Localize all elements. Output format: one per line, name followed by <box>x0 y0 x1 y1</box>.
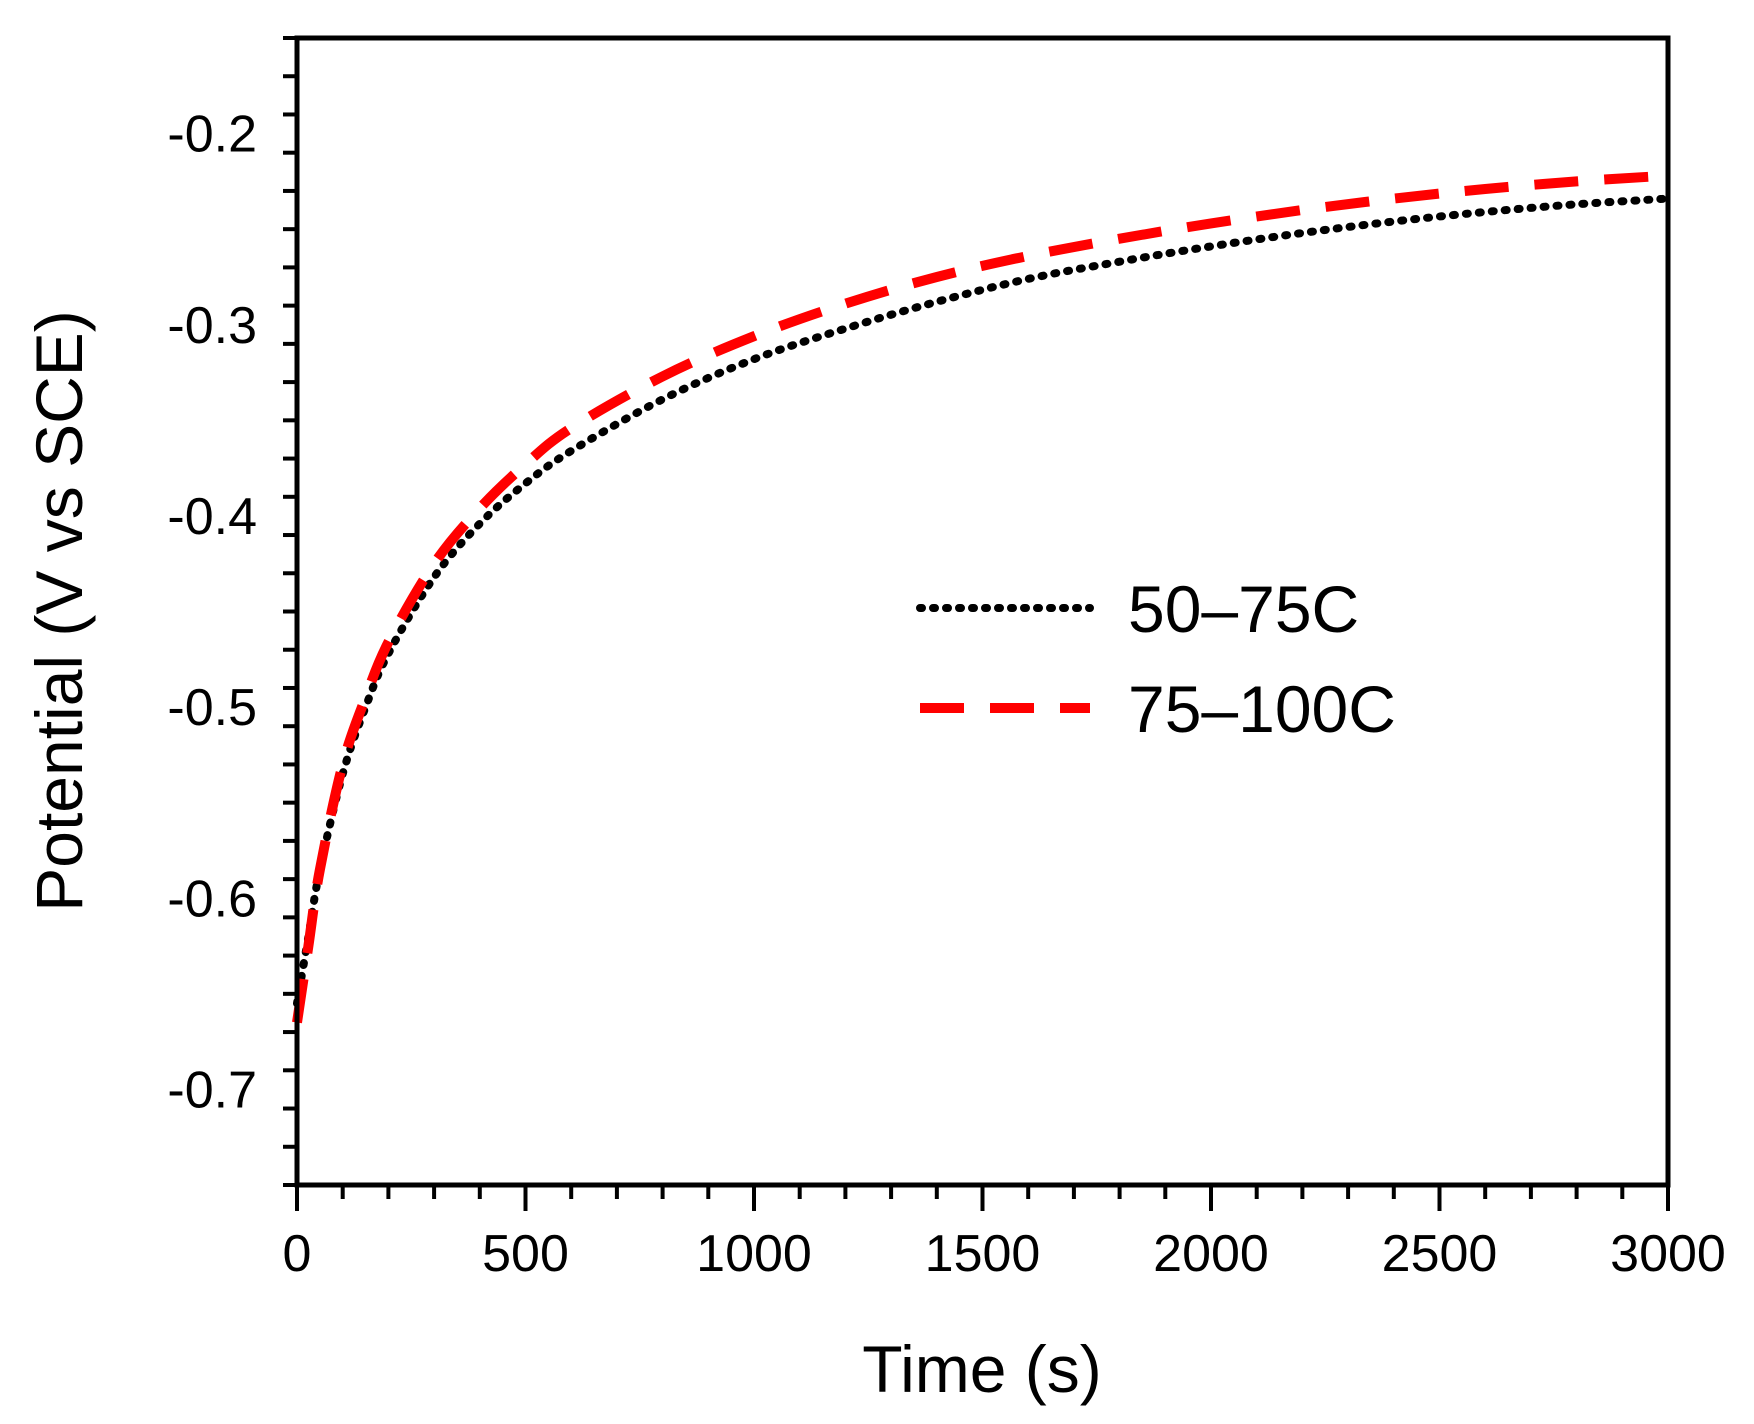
tick-labels-layer: 0 500 1000 1500 2000 2500 3000 -0.7 -0.6 -0.5 -0.4… <box>167 106 1725 1283</box>
x-tick-label: 1500 <box>925 1225 1041 1283</box>
series-layer <box>292 170 1672 1024</box>
y-tick-label: -0.6 <box>167 870 257 928</box>
x-tick-label: 0 <box>283 1225 312 1283</box>
plot-frame <box>294 35 1671 1188</box>
x-tick-label: 2000 <box>1153 1225 1269 1283</box>
y-tick-label: -0.5 <box>167 679 257 737</box>
x-tick-label: 3000 <box>1610 1225 1726 1283</box>
ticks-layer <box>283 36 1670 1211</box>
y-tick-label: -0.7 <box>167 1061 257 1119</box>
x-tick-label: 1000 <box>696 1225 812 1283</box>
y-axis-title: Potential (V vs SCE) <box>22 310 96 912</box>
series-line-0 <box>293 194 1672 1008</box>
y-tick-label: -0.3 <box>167 297 257 355</box>
x-tick-label: 2500 <box>1382 1225 1498 1283</box>
x-tick-label: 500 <box>482 1225 569 1283</box>
legend-label-75-100c: 75–100C <box>1128 672 1396 746</box>
x-axis-title: Time (s) <box>862 1332 1102 1406</box>
legend-label-50-75c: 50–75C <box>1128 572 1359 646</box>
series-line-1 <box>292 170 1669 1024</box>
y-tick-label: -0.4 <box>167 488 257 546</box>
y-tick-label: -0.2 <box>167 106 257 164</box>
legend: 50–75C 75–100C <box>916 572 1396 746</box>
